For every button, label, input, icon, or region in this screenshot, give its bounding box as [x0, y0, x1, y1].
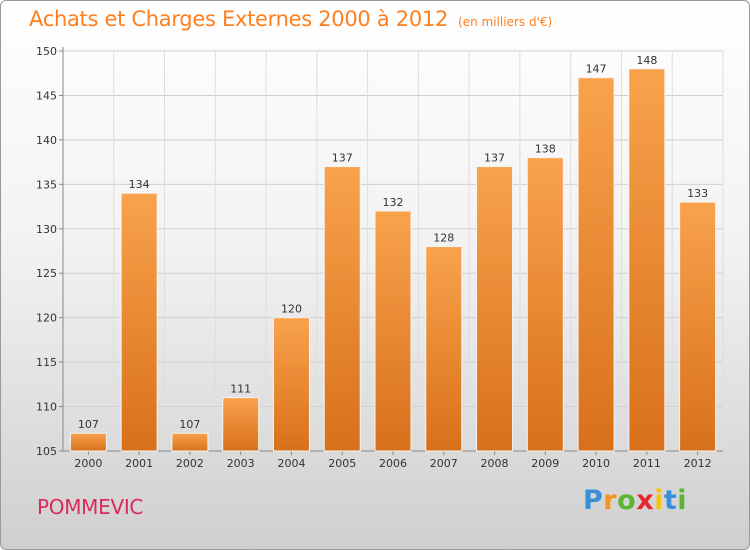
- x-tick-label-2009: 2009: [531, 457, 559, 470]
- proxiti-logo: Proxiti: [583, 485, 687, 516]
- x-tick-label-2011: 2011: [633, 457, 661, 470]
- bar-2002: [171, 432, 209, 452]
- x-tick-label-2008: 2008: [481, 457, 509, 470]
- logo-letter: r: [603, 485, 618, 516]
- value-label-2011: 148: [636, 54, 657, 67]
- bar-2009: [526, 157, 564, 452]
- x-tick-label-2006: 2006: [379, 457, 407, 470]
- bar-2005: [323, 166, 361, 452]
- x-tick-label-2010: 2010: [582, 457, 610, 470]
- logo-letter: x: [636, 485, 655, 516]
- value-label-2003: 111: [230, 383, 251, 396]
- bar-2012: [679, 201, 717, 452]
- chart-subtitle: (en milliers d'€): [458, 15, 553, 29]
- y-tick-label: 105: [36, 445, 57, 458]
- bar-2003: [222, 397, 260, 452]
- logo-letter: o: [617, 485, 637, 516]
- y-tick-label: 150: [36, 45, 57, 58]
- axis-layer: 105 110 115 120 125 130 135 140 145 150 2000 2001 20…: [36, 45, 723, 470]
- value-label-2004: 120: [281, 303, 302, 316]
- y-tick-label: 140: [36, 134, 57, 147]
- x-tick-label-2007: 2007: [430, 457, 458, 470]
- x-tick-label-2004: 2004: [277, 457, 305, 470]
- x-tick-label-2012: 2012: [684, 457, 712, 470]
- x-tick-label-2003: 2003: [227, 457, 255, 470]
- logo-letter: i: [654, 485, 664, 516]
- y-tick-label: 130: [36, 223, 57, 236]
- value-label-2002: 107: [179, 418, 200, 431]
- bar-2006: [374, 210, 412, 452]
- value-label-2009: 138: [535, 143, 556, 156]
- logo-letter: t: [663, 485, 678, 516]
- x-tick-label-2002: 2002: [176, 457, 204, 470]
- bar-2000: [69, 432, 107, 452]
- bar-2007: [425, 246, 463, 452]
- y-tick-label: 135: [36, 178, 57, 191]
- value-label-2001: 134: [129, 178, 150, 191]
- bar-layer: 107 134 107 111 120 137 132 128 137 138 147 148 133: [69, 54, 717, 452]
- bar-2011: [628, 68, 666, 452]
- value-label-2007: 128: [433, 232, 454, 245]
- bar-2010: [577, 77, 615, 452]
- y-tick-label: 110: [36, 401, 57, 414]
- value-label-2000: 107: [78, 418, 99, 431]
- place-name: POMMEVIC: [37, 495, 144, 519]
- chart-title-text: Achats et Charges Externes 2000 à 2012: [29, 7, 449, 31]
- logo-letter: P: [583, 485, 604, 516]
- bar-2001: [120, 192, 158, 452]
- value-label-2012: 133: [687, 187, 708, 200]
- y-tick-label: 125: [36, 267, 57, 280]
- value-label-2008: 137: [484, 152, 505, 165]
- bar-2008: [476, 166, 514, 452]
- value-label-2010: 147: [586, 63, 607, 76]
- y-tick-label: 120: [36, 312, 57, 325]
- x-tick-label-2000: 2000: [74, 457, 102, 470]
- value-label-2005: 137: [332, 152, 353, 165]
- x-tick-label-2001: 2001: [125, 457, 153, 470]
- chart-title: Achats et Charges Externes 2000 à 2012 (e…: [29, 7, 552, 31]
- y-tick-label: 145: [36, 89, 57, 102]
- x-tick-label-2005: 2005: [328, 457, 356, 470]
- y-tick-label: 115: [36, 356, 57, 369]
- bar-2004: [272, 317, 310, 452]
- logo-letter: i: [677, 485, 688, 516]
- value-label-2006: 132: [383, 196, 404, 209]
